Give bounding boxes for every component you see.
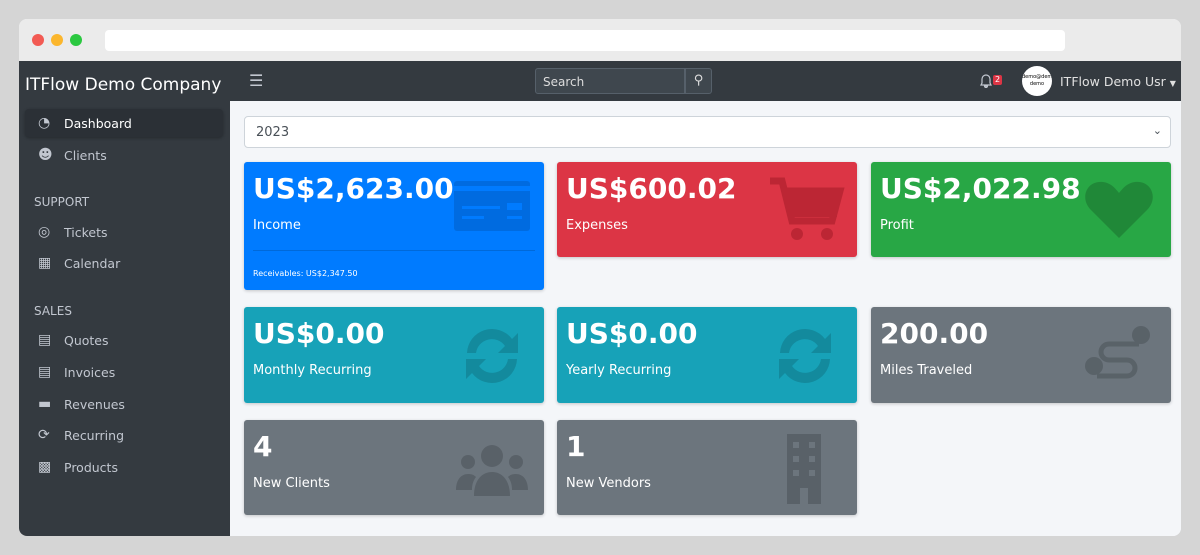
sidebar-item-calendar[interactable]: ▦ Calendar [38, 255, 121, 271]
sidebar-item-revenues[interactable]: ▬ Revenues [38, 396, 125, 412]
menu-toggle-icon[interactable]: ☰ [249, 71, 264, 90]
caret-down-icon: ▼ [1169, 79, 1176, 88]
sidebar-item-tickets[interactable]: ◎ Tickets [38, 224, 108, 240]
building-icon [787, 434, 821, 504]
search-input[interactable]: Search [535, 68, 685, 94]
close-dot[interactable] [32, 34, 44, 46]
shopping-cart-icon [770, 177, 845, 240]
notification-badge: 2 [993, 75, 1003, 85]
browser-chrome [19, 19, 1181, 61]
expenses-card[interactable]: US$600.02 Expenses [557, 162, 857, 257]
sidebar-item-dashboard[interactable]: ◔ Dashboard [25, 109, 223, 137]
tachometer-icon: ◔ [38, 115, 51, 131]
section-header-support: SUPPORT [34, 195, 90, 209]
monthly-recurring-card[interactable]: US$0.00 Monthly Recurring [244, 307, 544, 403]
search-icon: ⚲ [693, 73, 704, 88]
chevron-down-icon: ⌄ [1152, 124, 1162, 137]
new-vendors-card[interactable]: 1 New Vendors [557, 420, 857, 515]
user-menu[interactable]: ITFlow Demo Usr ▼ [1060, 74, 1176, 89]
receivables-text: Receivables: US$2,347.50 [253, 269, 358, 278]
miles-traveled-card[interactable]: 200.00 Miles Traveled [871, 307, 1171, 403]
search-button[interactable]: ⚲ [685, 68, 712, 94]
maximize-dot[interactable] [70, 34, 82, 46]
file-icon: ▤ [38, 332, 52, 348]
users-icon [456, 445, 528, 496]
income-card[interactable]: US$2,623.00 Income Receivables: US$2,347… [244, 162, 544, 290]
brand[interactable]: ITFlow Demo Company [25, 75, 222, 95]
life-ring-icon: ◎ [38, 224, 51, 240]
sidebar-item-products[interactable]: ▩ Products [38, 459, 118, 475]
sync-icon [779, 328, 831, 384]
sidebar-item-clients[interactable]: ☻ Clients [38, 147, 107, 163]
box-icon: ▩ [38, 459, 52, 475]
top-navbar: ☰ Search ⚲ 2 demo@demo demo ITFlow Demo … [230, 61, 1181, 101]
sync-icon [466, 328, 518, 384]
bell-icon[interactable] [980, 74, 992, 88]
route-icon [1085, 326, 1150, 379]
file-invoice-icon: ▤ [38, 364, 52, 380]
sync-icon: ⟳ [38, 427, 50, 443]
new-clients-card[interactable]: 4 New Clients [244, 420, 544, 515]
sidebar-item-quotes[interactable]: ▤ Quotes [38, 332, 109, 348]
sidebar: ITFlow Demo Company ◔ Dashboard ☻ Clients … [19, 61, 230, 536]
minimize-dot[interactable] [51, 34, 63, 46]
sidebar-item-invoices[interactable]: ▤ Invoices [38, 364, 116, 380]
credit-card-icon: ▬ [38, 396, 52, 412]
main-content: 2023 ⌄ US$2,623.00 Income Receivables: US… [230, 101, 1181, 536]
yearly-recurring-card[interactable]: US$0.00 Yearly Recurring [557, 307, 857, 403]
sidebar-item-recurring[interactable]: ⟳ Recurring [38, 427, 124, 443]
users-icon: ☻ [38, 147, 53, 163]
divider [253, 250, 535, 251]
credit-card-icon [454, 181, 530, 231]
profit-card[interactable]: US$2,022.98 Profit [871, 162, 1171, 257]
section-header-sales: SALES [34, 304, 72, 318]
year-select[interactable]: 2023 ⌄ [244, 116, 1171, 148]
heart-icon [1085, 181, 1153, 238]
avatar[interactable]: demo@demo demo [1022, 66, 1052, 96]
address-bar[interactable] [105, 30, 1065, 51]
calendar-icon: ▦ [38, 255, 52, 271]
browser-window: ITFlow Demo Company ◔ Dashboard ☻ Clients … [19, 19, 1181, 536]
